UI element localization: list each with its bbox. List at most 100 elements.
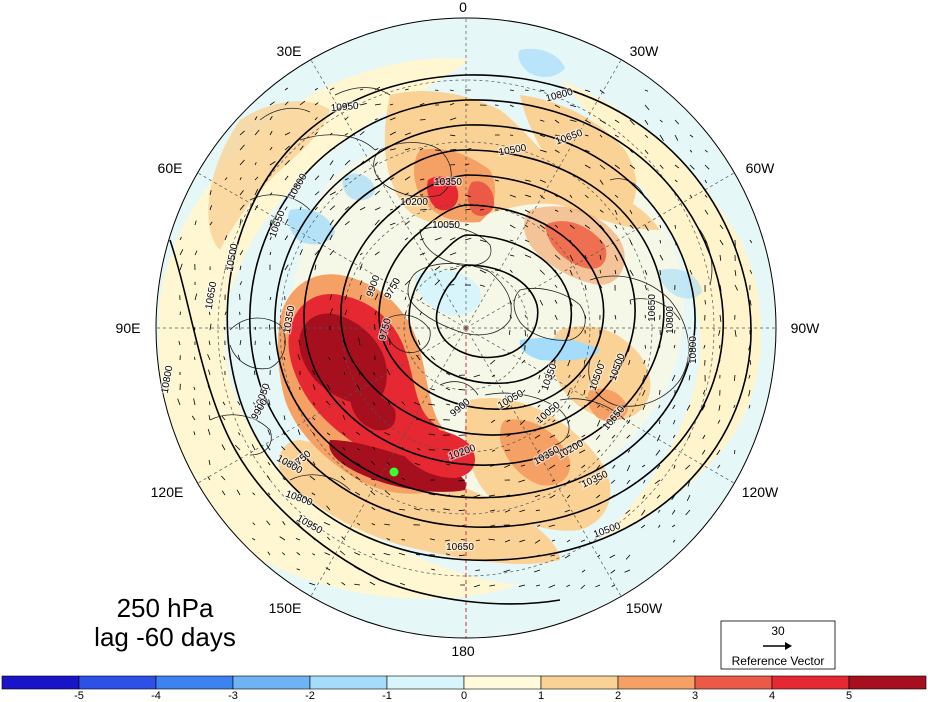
- wind-vector: [689, 149, 693, 153]
- wind-vector: [656, 434, 661, 442]
- wind-vector: [404, 147, 411, 151]
- orange-atlantic-east: [520, 95, 637, 215]
- wind-vector: [389, 148, 396, 151]
- wind-vector: [431, 568, 436, 571]
- wind-vector: [342, 414, 346, 421]
- wind-vector: [554, 224, 558, 228]
- wind-vector: [416, 418, 421, 421]
- wind-vector: [239, 190, 244, 196]
- wind-vector: [207, 428, 211, 436]
- wind-vector: [434, 279, 441, 286]
- wind-vector: [404, 88, 409, 91]
- wind-vector: [449, 134, 456, 137]
- wind-vector: [488, 538, 496, 541]
- wind-vector: [509, 254, 515, 257]
- wind-vector: [266, 475, 271, 481]
- wind-vector: [369, 581, 376, 586]
- colorbar-swatch: [155, 675, 234, 690]
- wind-vector: [208, 401, 211, 406]
- wind-vector: [595, 479, 601, 486]
- wind-vector: [344, 221, 350, 226]
- wind-vector: [269, 130, 273, 136]
- wind-vector: [642, 374, 646, 382]
- wind-vector: [614, 269, 617, 275]
- wind-vector: [193, 398, 196, 406]
- wind-vector: [537, 419, 541, 423]
- wind-vector: [284, 101, 289, 106]
- colorbar-swatch: [463, 675, 542, 690]
- wind-vector: [328, 357, 331, 361]
- wind-vector: [718, 329, 721, 336]
- wind-vector: [344, 116, 349, 121]
- wind-vector: [464, 208, 471, 211]
- wind-vector: [460, 494, 466, 497]
- wind-vector: [554, 254, 561, 260]
- colorbar-tick-label: 3: [692, 690, 698, 702]
- wind-vector: [704, 209, 709, 215]
- wind-vector: [518, 479, 526, 483]
- warm-patch-outer-east: [560, 80, 762, 540]
- wind-vector: [554, 119, 560, 124]
- wind-vector: [428, 493, 436, 496]
- wind-vector: [539, 89, 545, 92]
- wind-vector: [209, 221, 213, 226]
- wind-vector: [417, 447, 421, 451]
- wind-vector: [221, 444, 226, 451]
- wind-vector: [388, 325, 391, 331]
- wind-vector: [509, 194, 517, 198]
- wind-vector: [414, 402, 421, 406]
- wind-vector: [460, 538, 466, 541]
- wind-vector: [671, 524, 676, 528]
- wind-vector: [719, 254, 722, 261]
- wind-vector: [644, 104, 650, 111]
- wind-vector: [627, 419, 631, 425]
- wind-vector: [685, 509, 691, 516]
- wind-vector: [324, 552, 331, 556]
- wind-vector: [569, 89, 577, 93]
- wind-vector: [674, 119, 680, 125]
- wind-vector: [539, 179, 547, 183]
- wind-vector: [384, 508, 391, 511]
- wind-vector: [473, 584, 481, 588]
- wind-vector: [719, 224, 724, 230]
- wind-vector: [567, 419, 571, 424]
- colorbar-tick-label: 0: [461, 690, 467, 702]
- wind-vector: [504, 464, 511, 468]
- wind-vector: [644, 134, 649, 138]
- wind-vector: [509, 224, 516, 229]
- wind-vector: [494, 269, 502, 272]
- wind-vector: [326, 582, 331, 586]
- wind-vector: [475, 539, 481, 542]
- wind-vector: [584, 194, 589, 199]
- wind-vector: [326, 505, 331, 511]
- wind-vector: [207, 354, 211, 361]
- wind-vector: [579, 449, 586, 454]
- wind-vector: [671, 509, 676, 515]
- wind-vector: [569, 269, 573, 276]
- colorbar-swatch: [617, 675, 696, 690]
- wind-vector: [673, 344, 676, 349]
- wind-vector: [239, 265, 242, 271]
- wind-vector: [539, 299, 544, 306]
- wind-vector: [554, 149, 560, 153]
- wind-vector: [626, 479, 631, 485]
- wind-vector: [353, 566, 361, 571]
- wind-vector: [177, 398, 181, 406]
- wind-vector: [237, 354, 241, 361]
- wind-vector: [599, 209, 604, 213]
- wind-vector: [445, 553, 451, 556]
- wind-vector: [672, 404, 676, 410]
- wind-vector: [372, 372, 376, 376]
- wind-vector: [599, 224, 605, 231]
- wind-vector: [311, 492, 316, 496]
- wind-vector: [430, 508, 436, 511]
- wind-vector: [524, 224, 529, 228]
- wind-vector: [674, 179, 678, 183]
- wind-vector: [625, 554, 631, 560]
- wind-vector: [389, 103, 394, 106]
- wind-vector: [659, 239, 661, 244]
- wind-vector: [238, 323, 241, 331]
- wind-vector: [550, 374, 556, 381]
- wind-vector: [329, 294, 332, 301]
- wind-vector: [509, 314, 513, 319]
